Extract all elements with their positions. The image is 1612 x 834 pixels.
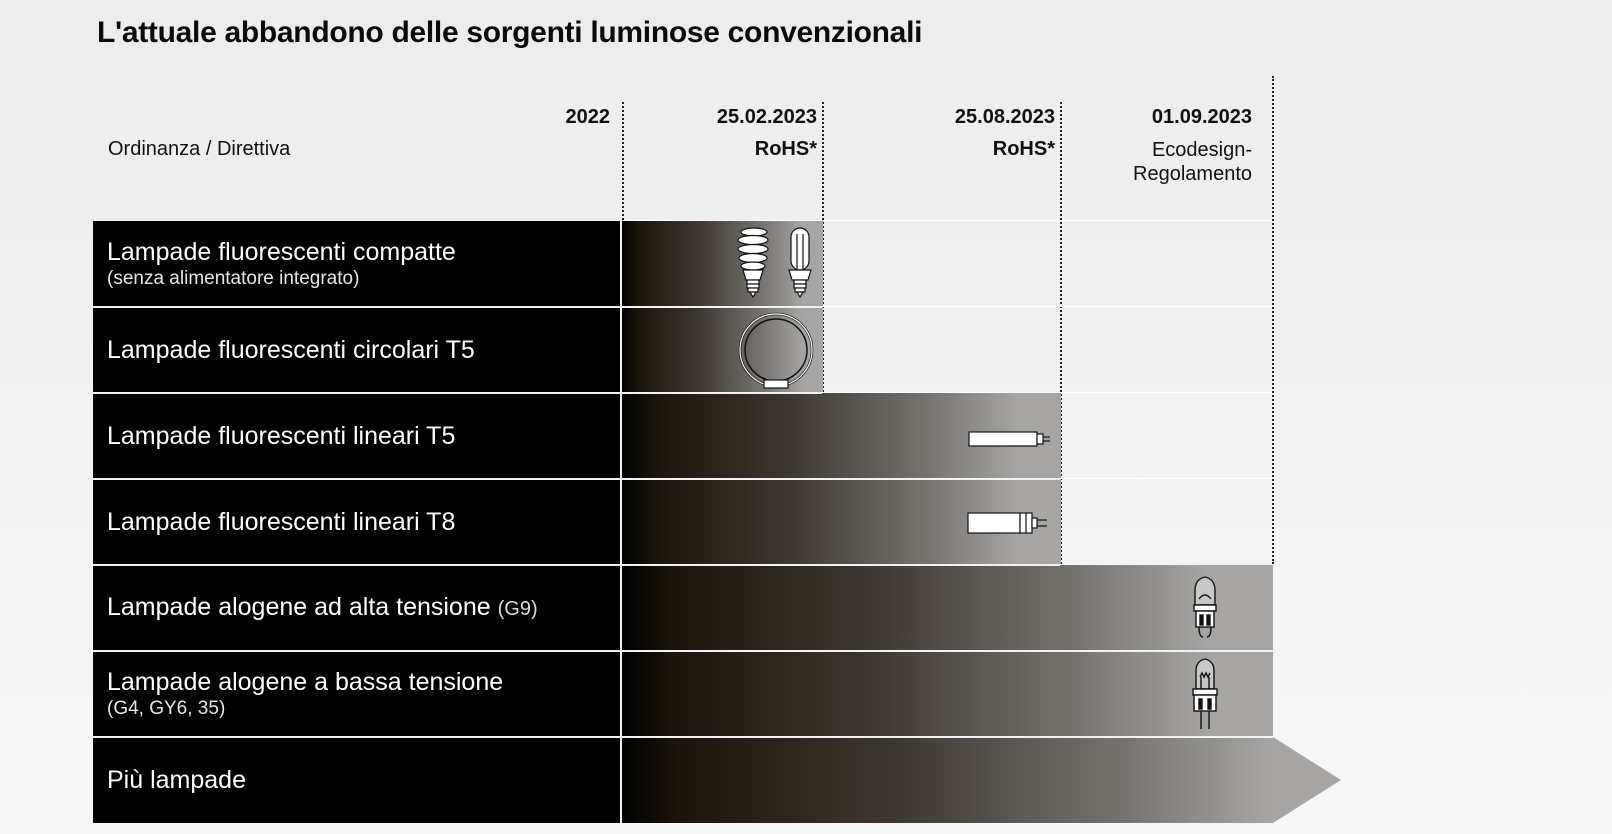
row-linear-t8: Lampade fluorescenti lineari T8	[93, 479, 620, 564]
row-label: Lampade fluorescenti lineari T8	[107, 507, 456, 536]
row-label: Più lampade	[107, 766, 246, 794]
column-sub-rohs-2: RoHS*	[992, 138, 1055, 160]
row-separator	[93, 392, 822, 394]
column-date-25-02-2023: 25.02.2023	[716, 106, 817, 128]
row-label: Lampade fluorescenti compatte	[107, 237, 456, 266]
row-separator	[93, 478, 1060, 480]
row-detail: (senza alimentatore integrato)	[107, 267, 360, 289]
compact-fluorescent-lamp-icon	[737, 226, 817, 302]
row-label: Lampade alogene a bassa tensione	[107, 667, 504, 696]
row-separator	[93, 650, 1273, 652]
halogen-low-voltage-capsule-icon	[1190, 657, 1220, 731]
column-sub-ecodesign: Ecodesign- Regolamento	[1133, 138, 1252, 186]
grid-line	[620, 392, 1272, 393]
divider-25-02-2023	[822, 102, 824, 392]
row-label: Lampade fluorescenti lineari T5	[107, 421, 456, 450]
halogen-g9-capsule-icon	[1190, 575, 1220, 641]
row-detail: (G4, GY6, 35)	[107, 697, 226, 719]
column-date-2022: 2022	[565, 106, 611, 128]
divider-25-08-2023	[1060, 102, 1062, 564]
row-label-wrap: Lampade alogene ad alta tensione (G9)	[107, 592, 620, 624]
ecodesign-line-1: Ecodesign-	[1151, 139, 1252, 161]
linear-tube-t5-icon	[968, 429, 1052, 449]
row-label: Lampade fluorescenti circolari T5	[107, 335, 475, 364]
linear-tube-t8-icon	[967, 511, 1051, 537]
header-label: Ordinanza / Direttiva	[108, 138, 291, 160]
phaseout-bar-compact	[621, 221, 823, 306]
divider-01-09-2023	[1272, 76, 1274, 564]
row-label: Lampade alogene ad alta tensione	[107, 592, 491, 621]
grid-line	[620, 220, 1272, 221]
row-more-lamps: Più lampade	[93, 737, 620, 823]
phaseout-arrow-more-lamps	[621, 737, 1341, 823]
ecodesign-line-2: Regolamento	[1133, 163, 1252, 185]
row-compact-fluorescent: Lampade fluorescenti compatte (senza ali…	[93, 221, 620, 306]
column-date-01-09-2023: 01.09.2023	[1151, 106, 1252, 128]
page-title: L'attuale abbandono delle sorgenti lumin…	[97, 16, 923, 49]
column-sub-rohs-1: RoHS*	[754, 138, 817, 160]
phaseout-bar-halogen-lv	[621, 651, 1273, 736]
row-circular-t5: Lampade fluorescenti circolari T5	[93, 307, 620, 392]
row-halogen-low-voltage: Lampade alogene a bassa tensione (G4, GY…	[93, 651, 620, 736]
phaseout-bar-halogen-hv	[621, 565, 1273, 650]
row-separator	[93, 736, 1273, 738]
row-halogen-high-voltage: Lampade alogene ad alta tensione (G9)	[93, 565, 620, 650]
row-separator	[93, 564, 1060, 566]
label-column-separator	[620, 221, 622, 823]
circular-fluorescent-lamp-icon	[736, 310, 816, 390]
grid-line	[620, 306, 1272, 307]
row-separator	[93, 306, 822, 308]
column-date-25-08-2023: 25.08.2023	[954, 106, 1055, 128]
divider-2022	[622, 102, 624, 220]
row-linear-t5: Lampade fluorescenti lineari T5	[93, 393, 620, 478]
row-detail: (G9)	[497, 597, 538, 620]
